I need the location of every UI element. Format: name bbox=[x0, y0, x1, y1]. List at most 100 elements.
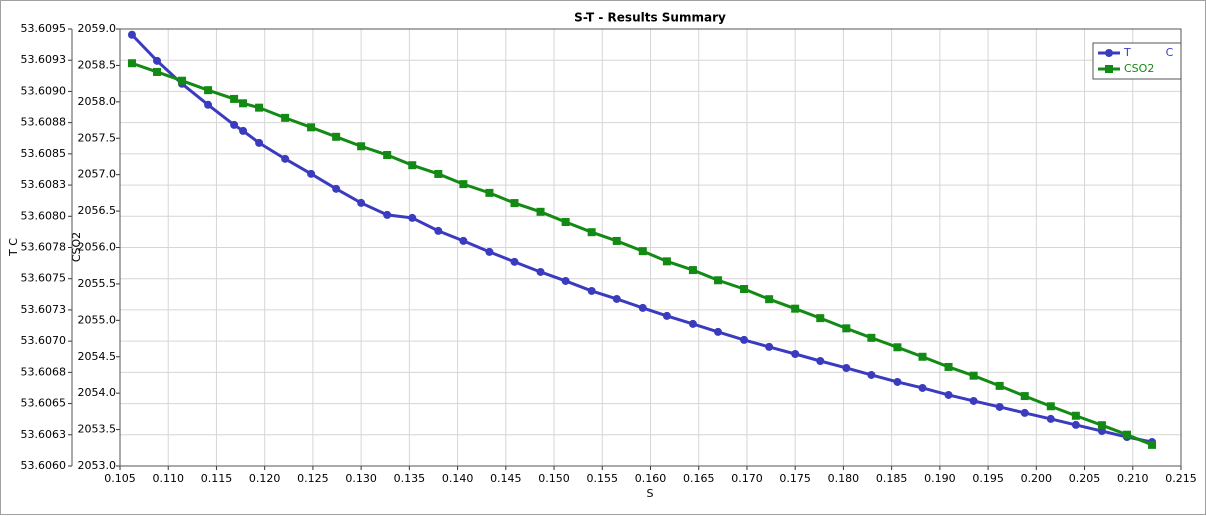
point bbox=[918, 352, 927, 361]
y-tick-label: 53.6090 bbox=[21, 84, 67, 97]
y-tick-label: 53.6088 bbox=[21, 116, 67, 129]
y-tick-label: 53.6083 bbox=[21, 178, 67, 191]
y2-tick-label: 2058.5 bbox=[78, 58, 117, 71]
point bbox=[1046, 414, 1055, 423]
x-tick-label: 0.195 bbox=[972, 472, 1004, 485]
point bbox=[153, 67, 162, 76]
point bbox=[638, 247, 647, 256]
y2-tick-label: 2058.0 bbox=[78, 95, 117, 108]
point bbox=[307, 169, 316, 178]
legend-label: CSO2 bbox=[1124, 62, 1154, 75]
x-tick-label: 0.145 bbox=[490, 472, 522, 485]
point bbox=[510, 199, 519, 208]
point bbox=[791, 350, 800, 359]
x-axis-label: S bbox=[647, 487, 654, 500]
y-axis-label: T C bbox=[7, 238, 20, 257]
point bbox=[281, 154, 290, 163]
point bbox=[662, 257, 671, 266]
y-tick-label: 53.6073 bbox=[21, 303, 67, 316]
x-tick-label: 0.165 bbox=[683, 472, 715, 485]
point bbox=[867, 333, 876, 342]
point bbox=[1046, 402, 1055, 411]
point bbox=[969, 371, 978, 380]
x-tick-label: 0.155 bbox=[587, 472, 619, 485]
y-tick-label: 53.6070 bbox=[21, 334, 67, 347]
point bbox=[255, 138, 264, 147]
series-line bbox=[131, 61, 1153, 447]
point bbox=[842, 324, 851, 333]
point bbox=[740, 335, 749, 344]
y-tick-label: 53.6065 bbox=[21, 397, 67, 410]
y2-tick-label: 2056.5 bbox=[78, 204, 117, 217]
point bbox=[239, 126, 248, 135]
point bbox=[332, 132, 341, 141]
x-tick-label: 0.210 bbox=[1117, 472, 1149, 485]
point bbox=[587, 228, 596, 237]
point bbox=[153, 56, 162, 65]
y-tick-label: 53.6075 bbox=[21, 272, 67, 285]
y2-tick-label: 2057.5 bbox=[78, 131, 117, 144]
point bbox=[459, 180, 468, 189]
point bbox=[893, 377, 902, 386]
point bbox=[178, 76, 187, 85]
point bbox=[281, 113, 290, 122]
legend-marker bbox=[1105, 49, 1113, 57]
y2-axis-label: CSO2 bbox=[70, 232, 83, 262]
point bbox=[204, 100, 213, 109]
x-tick-label: 0.110 bbox=[152, 472, 184, 485]
x-tick-label: 0.190 bbox=[924, 472, 956, 485]
point bbox=[587, 286, 596, 295]
point bbox=[714, 276, 723, 285]
point bbox=[357, 198, 366, 207]
point bbox=[1020, 392, 1029, 401]
point bbox=[561, 276, 570, 285]
point bbox=[459, 236, 468, 245]
point bbox=[638, 303, 647, 312]
x-tick-label: 0.200 bbox=[1021, 472, 1053, 485]
point bbox=[944, 362, 953, 371]
x-tick-label: 0.140 bbox=[442, 472, 474, 485]
y2-tick-label: 2056.0 bbox=[78, 241, 117, 254]
y2-tick-label: 2054.0 bbox=[78, 386, 117, 399]
point bbox=[816, 356, 825, 365]
x-tick-label: 0.115 bbox=[201, 472, 233, 485]
x-tick-label: 0.120 bbox=[249, 472, 281, 485]
point bbox=[1122, 430, 1131, 439]
x-tick-label: 0.175 bbox=[779, 472, 811, 485]
point bbox=[383, 210, 392, 219]
x-tick-label: 0.160 bbox=[635, 472, 667, 485]
y-tick-label: 53.6068 bbox=[21, 365, 67, 378]
point bbox=[434, 226, 443, 235]
y2-tick-label: 2057.0 bbox=[78, 168, 117, 181]
point bbox=[918, 383, 927, 392]
y-tick-label: 53.6085 bbox=[21, 147, 67, 160]
point bbox=[765, 342, 774, 351]
y2-tick-label: 2055.5 bbox=[78, 277, 117, 290]
point bbox=[536, 207, 545, 216]
series-line bbox=[130, 33, 1153, 444]
x-tick-label: 0.150 bbox=[538, 472, 570, 485]
point bbox=[740, 285, 749, 294]
plot-frame bbox=[119, 28, 1182, 467]
legend-label: T C bbox=[1123, 46, 1174, 59]
y2-tick-label: 2059.0 bbox=[78, 22, 117, 35]
x-tick-label: 0.125 bbox=[297, 472, 329, 485]
y2-tick-label: 2053.5 bbox=[78, 423, 117, 436]
point bbox=[688, 319, 697, 328]
point bbox=[791, 304, 800, 313]
point bbox=[408, 213, 417, 222]
x-tick-label: 0.130 bbox=[345, 472, 377, 485]
point bbox=[204, 86, 213, 95]
point bbox=[714, 327, 723, 336]
point bbox=[127, 30, 136, 39]
y2-tick-label: 2054.5 bbox=[78, 350, 117, 363]
point bbox=[434, 169, 443, 178]
y-tick-label: 53.6063 bbox=[21, 428, 67, 441]
x-tick-label: 0.185 bbox=[876, 472, 908, 485]
point bbox=[1148, 440, 1157, 449]
point bbox=[239, 99, 248, 108]
point bbox=[893, 343, 902, 352]
point bbox=[485, 247, 494, 256]
point bbox=[230, 94, 239, 103]
